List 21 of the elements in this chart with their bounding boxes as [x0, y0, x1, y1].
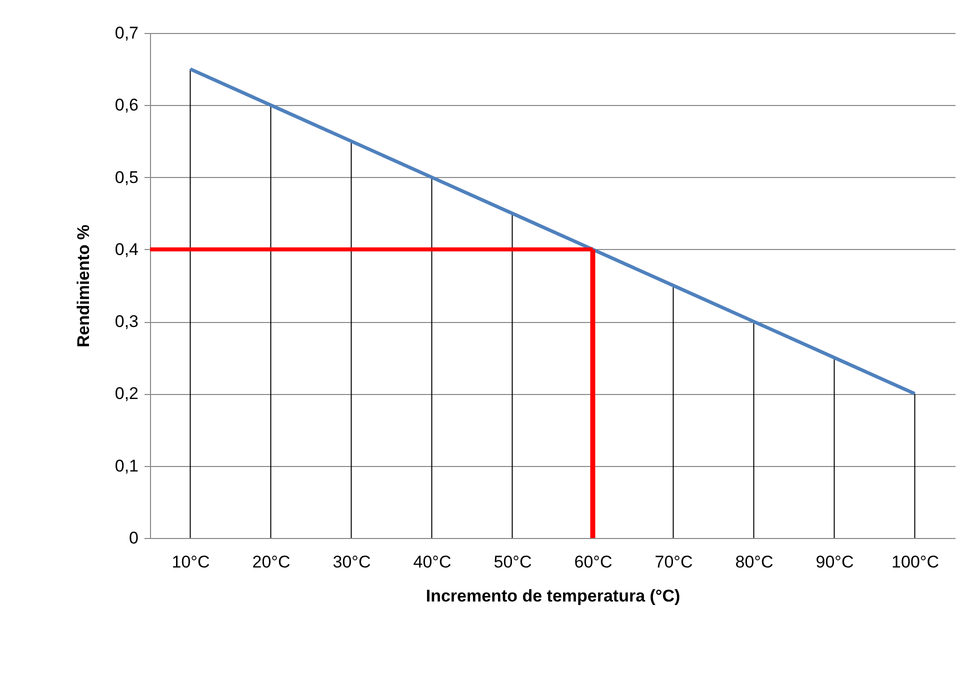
y-tick-label: 0,6	[114, 96, 138, 115]
x-tick-label: 60°C	[574, 552, 612, 572]
x-tick-label: 70°C	[654, 552, 693, 572]
y-axis-title: Rendimiento %	[74, 224, 93, 348]
x-axis-title: Incremento de temperatura (°C)	[426, 586, 680, 606]
y-tick-label: 0,5	[114, 168, 138, 187]
y-tick-label: 0,7	[114, 24, 138, 42]
x-tick-label: 100°C	[892, 552, 939, 572]
x-tick-label: 80°C	[735, 552, 774, 572]
x-tick-label: 40°C	[413, 552, 452, 572]
y-tick-label: 0	[129, 528, 138, 548]
y-tick-label: 0,3	[114, 312, 138, 332]
y-tick-label: 0,4	[114, 240, 138, 259]
x-tick-label: 10°C	[172, 552, 210, 572]
x-tick-label: 20°C	[252, 552, 290, 572]
y-tick-label: 0,2	[114, 384, 138, 404]
line-series	[188, 67, 916, 396]
y-tick-label: 0,1	[114, 456, 138, 476]
x-tick-label: 30°C	[332, 552, 371, 572]
x-tick-label: 50°C	[494, 552, 532, 572]
x-tick-label: 90°C	[816, 552, 854, 572]
